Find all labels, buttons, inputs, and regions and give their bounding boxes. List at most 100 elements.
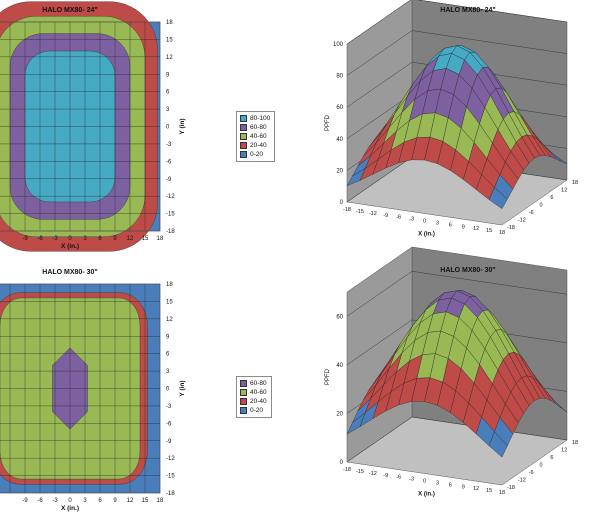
x-tick-label: -12 (369, 471, 377, 477)
z-axis-label: PPFD (325, 114, 331, 131)
x-tick-label: -15 (356, 469, 364, 475)
y-tick-label: -6 (166, 159, 172, 165)
y-tick-label: -15 (166, 212, 175, 218)
plot-border (0, 21, 161, 232)
y-tick-label: 3 (166, 107, 170, 113)
y-tick-label: 15 (166, 37, 173, 43)
y-tick-label: -12 (518, 478, 526, 484)
y-tick-label: 6 (550, 455, 553, 461)
y-tick-label: 0 (540, 203, 543, 209)
x-tick-label: -9 (22, 498, 28, 504)
x-tick-label: -9 (22, 236, 28, 242)
z-tick-label: 100 (333, 42, 344, 48)
z-tick-label: 60 (336, 314, 343, 320)
y-tick-label: 0 (166, 125, 170, 131)
z-tick-label: 40 (336, 137, 343, 143)
x-tick-label: 12 (473, 226, 479, 232)
x-tick-label: 0 (423, 219, 426, 225)
y-tick-label: -6 (529, 470, 534, 476)
x-tick-label: 6 (98, 236, 102, 242)
x-tick-label: -3 (52, 236, 58, 242)
x-tick-label: 3 (436, 220, 439, 226)
x-tick-label: 12 (473, 486, 479, 492)
x-tick-label: 6 (449, 222, 452, 228)
gridline (346, 319, 568, 366)
y-tick-label: 12 (166, 317, 173, 323)
legend-item: 40-60 (240, 132, 270, 141)
x-tick-label: 0 (423, 479, 426, 485)
x-tick-label: 12 (127, 498, 134, 504)
x-axis-label: X (in.) (61, 505, 79, 512)
legend-item: 20-40 (240, 397, 267, 406)
y-tick-label: -9 (166, 177, 172, 183)
x-tick-label: 3 (436, 480, 439, 486)
z-axis-label: PPFD (325, 368, 331, 385)
x-tick-label: 0 (68, 236, 72, 242)
x-tick-label: -12 (369, 211, 377, 217)
y-tick-label: 9 (166, 334, 170, 340)
legend-item: 40-60 (240, 388, 267, 397)
y-tick-label: 6 (550, 195, 553, 201)
y-tick-label: -18 (166, 229, 175, 235)
x-tick-label: 3 (83, 498, 87, 504)
y-tick-label: 15 (166, 299, 173, 305)
y-tick-label: 3 (166, 369, 170, 375)
y-tick-label: 9 (166, 72, 170, 78)
x-tick-label: 6 (449, 482, 452, 488)
legend-top: 80-100 60-80 40-60 20-40 0-20 (236, 111, 276, 162)
y-tick-label: -9 (166, 439, 172, 445)
gridline (346, 416, 568, 463)
x-tick-label: 9 (462, 484, 465, 490)
y-tick-label: -6 (166, 421, 172, 427)
x-tick-label: 18 (157, 236, 164, 242)
y-tick-label: 18 (166, 20, 173, 26)
x-axis-label: X (in.) (418, 232, 435, 238)
y-tick-label: 0 (166, 387, 170, 393)
x-tick-label: 6 (98, 498, 102, 504)
surface-cell (488, 431, 508, 458)
x-tick-label: 18 (499, 230, 505, 236)
x-tick-label: -9 (383, 213, 388, 219)
y-tick-label: -12 (166, 456, 175, 462)
z-tick-label: 60 (336, 105, 343, 111)
z-tick-label: 80 (336, 74, 343, 80)
x-tick-label: -6 (396, 215, 401, 221)
y-tick-label: 6 (166, 90, 170, 96)
y-tick-label: 6 (166, 352, 170, 358)
x-tick-label: -6 (37, 236, 43, 242)
y-axis-label: Y (in) (179, 380, 186, 396)
plot-border (0, 283, 161, 494)
chart-title: HALO MX80- 30" (440, 267, 495, 274)
legend-item: 0-20 (240, 150, 270, 159)
y-tick-label: -18 (507, 485, 515, 491)
z-tick-label: 40 (336, 363, 343, 369)
z-tick-label: 20 (336, 168, 343, 174)
x-tick-label: 15 (486, 488, 492, 494)
y-tick-label: 18 (572, 180, 578, 186)
x-tick-label: -3 (52, 498, 58, 504)
legend-item: 60-80 (240, 123, 270, 132)
x-tick-label: -3 (409, 477, 414, 483)
y-tick-label: -18 (507, 225, 515, 231)
gridline (346, 30, 568, 76)
y-tick-label: -12 (166, 194, 175, 200)
x-tick-label: -6 (37, 498, 43, 504)
x-tick-label: -6 (396, 475, 401, 481)
gridline (346, 271, 568, 317)
z-tick-label: 0 (340, 200, 344, 206)
legend-bottom: 60-80 40-60 20-40 0-20 (236, 376, 272, 418)
y-tick-label: -15 (166, 474, 175, 480)
legend-item: 20-40 (240, 141, 270, 150)
legend-item: 60-80 (240, 379, 267, 388)
y-tick-label: 18 (572, 440, 578, 446)
z-tick-label: 0 (340, 460, 344, 466)
x-tick-label: 0 (68, 498, 72, 504)
chart-title: HALO MX80- 24" (42, 7, 97, 14)
y-axis-label: Y (in) (179, 118, 186, 134)
chart-title: HALO MX80- 24" (440, 7, 495, 14)
y-tick-label: 12 (561, 448, 567, 454)
x-tick-label: 18 (499, 490, 505, 496)
x-tick-label: 9 (113, 236, 117, 242)
x-tick-label: -18 (343, 207, 351, 213)
